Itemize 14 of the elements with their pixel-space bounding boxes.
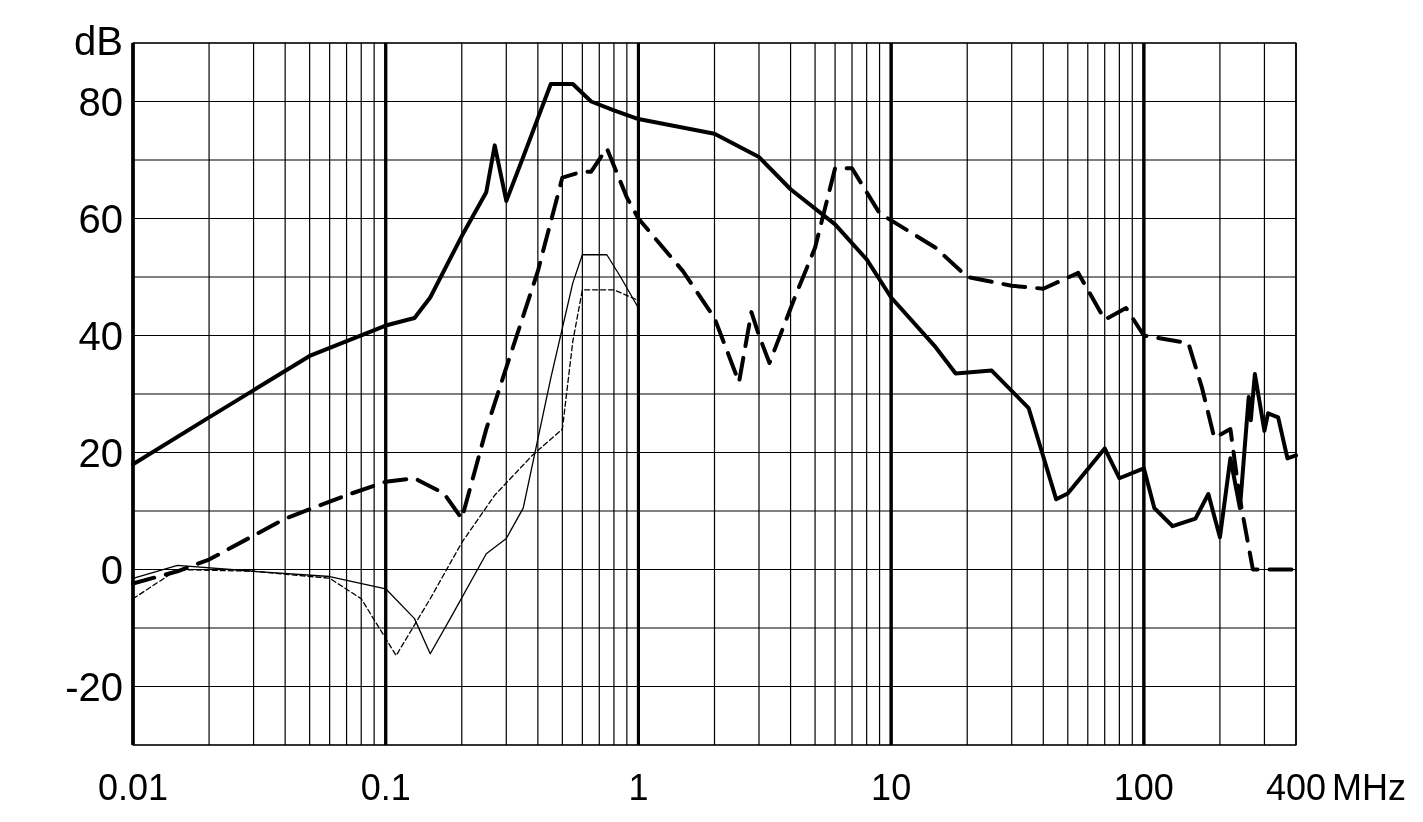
y-tick-label: 0 [100,547,123,592]
y-tick-label: 40 [78,313,123,358]
y-axis-title: dB [74,19,123,63]
x-tick-label: 1 [628,767,649,808]
x-tick-label: 100 [1113,767,1174,808]
x-tick-label: 0.1 [360,767,411,808]
x-tick-label: 400 [1265,767,1327,808]
y-tick-label: -20 [65,664,123,709]
y-tick-label: 60 [78,196,123,241]
x-tick-label: 0.01 [97,767,169,808]
y-tick-label: 80 [78,79,123,124]
y-tick-label: 20 [78,430,123,475]
x-axis-title: MHz [1332,767,1406,808]
x-tick-label: 10 [871,767,912,808]
